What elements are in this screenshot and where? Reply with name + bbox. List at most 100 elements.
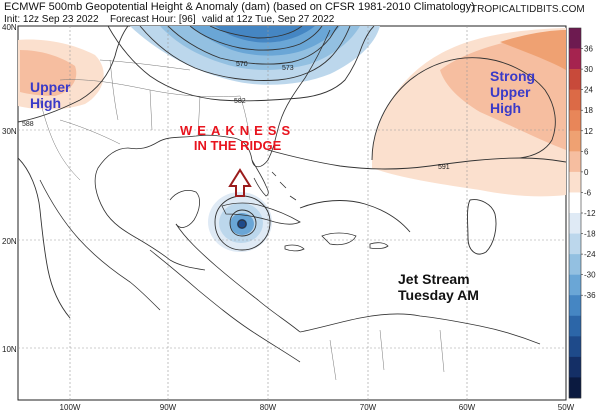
lat-label-40n: 40N — [2, 23, 17, 32]
colorbar-tick-label: -36 — [584, 291, 596, 300]
init-time: Init: 12z Sep 23 2022 — [4, 14, 99, 25]
bahamas-outline — [271, 171, 297, 201]
florida-coastline — [251, 159, 269, 197]
colorbar-tick-label: -6 — [584, 188, 592, 197]
contour-storm-outer — [214, 195, 271, 251]
forecast-hour: Forecast Hour: [96] — [110, 14, 196, 25]
political-borders — [39, 59, 445, 381]
hispaniola-outline — [321, 232, 357, 246]
colorbar-segment — [569, 295, 581, 317]
colorbar-tick-labels: 36 30 24 18 12 6 0 -6 -12 -18 -24 -30 -36 — [584, 45, 596, 301]
contour-label-588: 588 — [22, 121, 34, 128]
contour-label-591: 591 — [438, 164, 450, 171]
us-coastline — [94, 29, 331, 271]
lon-label-80w: 80W — [260, 403, 277, 412]
contour-591-left — [18, 157, 71, 319]
colorbar-segment — [569, 254, 581, 275]
central-america-coastline — [175, 223, 301, 333]
lat-lon-grid — [18, 26, 566, 400]
lon-label-100w: 100W — [60, 403, 81, 412]
jamaica-outline — [284, 244, 305, 252]
cuba-outline — [221, 202, 301, 225]
colorbar-tick-label: 24 — [584, 86, 593, 95]
contour-label-582: 582 — [234, 98, 246, 105]
contour-573 — [167, 26, 339, 65]
colorbar-segment — [569, 151, 581, 173]
upper-high-label-west: Upper High — [30, 79, 70, 111]
contour-567 — [209, 26, 303, 39]
negative-anomaly-trough-core — [215, 26, 315, 43]
strong-upper-high-line1: Strong — [490, 68, 536, 84]
colorbar-segment — [569, 89, 581, 111]
colorbar-tick-label: -12 — [584, 209, 596, 218]
strong-upper-high-line3: High — [490, 100, 522, 117]
jet-stream-line2: Tuesday AM — [398, 287, 479, 304]
jet-stream-line1: Jet Stream — [398, 271, 470, 287]
contour-570 — [189, 26, 323, 51]
colorbar-segment — [569, 274, 581, 296]
lon-label-70w: 70W — [360, 403, 377, 412]
storm-anomaly-core — [237, 219, 247, 229]
yucatan-coastline — [169, 190, 200, 228]
lat-label-20n: 20N — [2, 237, 17, 246]
colorbar-segment — [569, 171, 581, 193]
contour-strong-high — [371, 57, 556, 161]
upper-high-west-line2: High — [30, 95, 62, 112]
lon-labels: 100W 90W 80W 70W 60W 50W — [60, 403, 575, 412]
puerto-rico-outline — [369, 242, 389, 249]
weakness-label: WEAKNESS IN THE RIDGE — [180, 123, 296, 154]
colorbar-tick-label: 0 — [584, 168, 589, 177]
colorbar-tick-label: -18 — [584, 230, 596, 239]
colorbar-segment — [569, 69, 581, 90]
lon-label-90w: 90W — [160, 403, 177, 412]
colorbar-segment — [569, 130, 581, 152]
positive-anomaly-atlantic-core — [500, 30, 566, 70]
contour-label-573: 573 — [282, 65, 294, 72]
lat-label-10n: 10N — [2, 345, 17, 354]
colorbar-tick-label: -30 — [584, 271, 596, 280]
anomaly-colorbar — [568, 27, 583, 399]
mexico-pacific-coast — [39, 179, 161, 311]
lon-label-50w: 50W — [558, 403, 575, 412]
jet-stream-label: Jet Stream Tuesday AM — [398, 271, 479, 303]
colorbar-tick-label: -24 — [584, 250, 596, 259]
lat-labels: 40N 30N 20N 10N — [2, 23, 17, 354]
contour-591 — [267, 149, 566, 170]
colorbar-segment — [569, 315, 581, 337]
colorbar-segment — [569, 110, 581, 132]
colorbar-segment — [569, 48, 581, 70]
source-credit: TROPICALTIDBITS.COM — [471, 4, 585, 15]
colorbar-tick-label: 18 — [584, 106, 593, 115]
contour-576 — [139, 26, 351, 81]
lon-label-60w: 60W — [459, 403, 476, 412]
colorbar-segment — [569, 356, 581, 378]
south-america-coastline — [299, 313, 541, 345]
colorbar-tick-label: 12 — [584, 127, 593, 136]
colorbar-segment — [569, 28, 581, 49]
contour-storm-inner — [229, 209, 257, 237]
colorbar-tick-label: 36 — [584, 45, 593, 54]
colorbar-segment — [569, 192, 581, 214]
map-title: ECMWF 500mb Geopotential Height & Anomal… — [4, 1, 475, 13]
contour-storm-center — [237, 219, 247, 229]
lat-label-30n: 30N — [2, 127, 17, 136]
height-contours — [18, 26, 566, 319]
central-america-pacific — [149, 249, 301, 363]
weakness-line1: WEAKNESS — [180, 123, 296, 138]
contour-caribbean-loop — [299, 200, 411, 233]
colorbar-segment — [569, 336, 581, 358]
contour-labels: 588 582 573 570 591 — [22, 61, 450, 171]
upper-high-west-line1: Upper — [30, 79, 71, 95]
weakness-line2: IN THE RIDGE — [193, 137, 282, 153]
weakness-arrow — [228, 168, 252, 197]
colorbar-segment — [569, 213, 581, 234]
contour-588 — [18, 26, 129, 123]
colorbar-tick-label: 6 — [584, 147, 589, 156]
positive-anomaly-atlantic-inner — [440, 34, 566, 150]
contour-atlantic-loop — [467, 199, 497, 255]
valid-time: valid at 12z Tue, Sep 27 2022 — [202, 14, 335, 25]
strong-upper-high-line2: Upper — [490, 84, 531, 101]
coastlines — [39, 29, 541, 363]
